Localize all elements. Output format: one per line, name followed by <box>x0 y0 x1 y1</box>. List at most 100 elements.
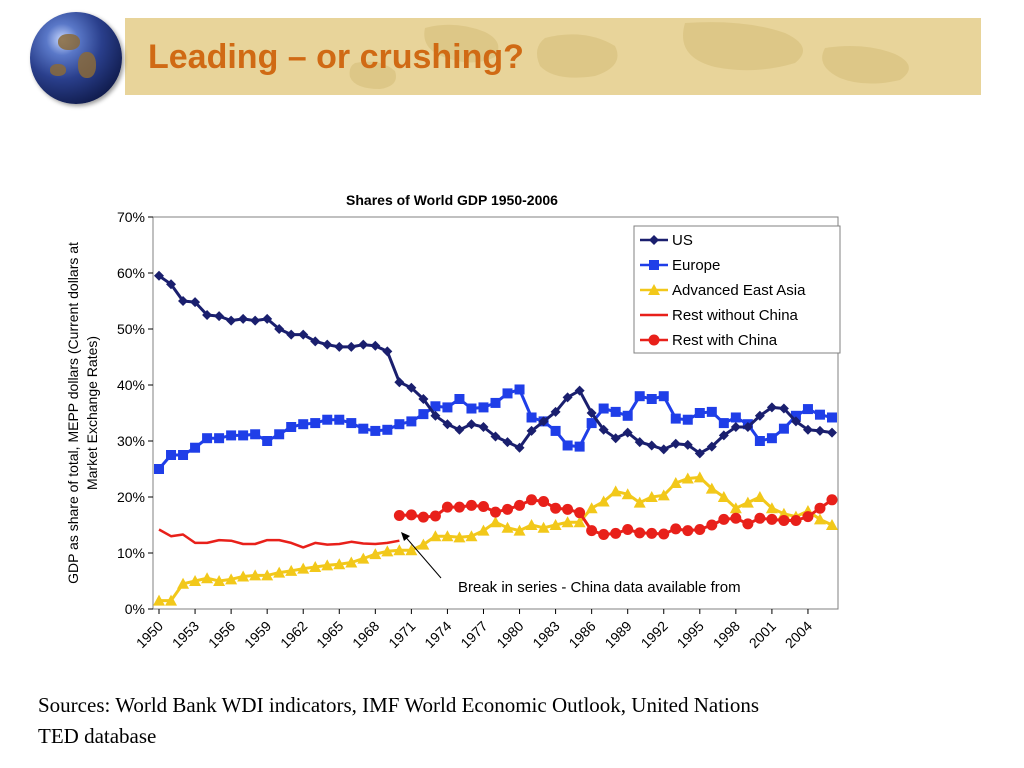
data-point <box>658 391 669 402</box>
y-tick-label: 70% <box>117 209 145 225</box>
data-point <box>681 472 694 484</box>
data-point <box>189 575 202 586</box>
data-point <box>694 523 706 535</box>
data-point <box>178 450 189 460</box>
data-point <box>622 427 633 438</box>
data-point <box>190 297 201 308</box>
data-point <box>574 385 585 396</box>
data-point <box>573 516 586 528</box>
data-point <box>478 422 489 432</box>
data-point <box>649 260 659 270</box>
data-point <box>202 433 213 444</box>
data-point <box>586 525 598 537</box>
legend-item: Advanced East Asia <box>640 282 806 299</box>
data-point <box>585 502 598 514</box>
x-tick-label: 1977 <box>457 618 490 651</box>
data-point <box>609 485 622 497</box>
data-point <box>694 408 705 418</box>
x-tick-label: 1950 <box>133 618 166 651</box>
x-tick-label: 1956 <box>205 618 238 651</box>
data-point <box>250 315 261 326</box>
data-point <box>657 489 670 501</box>
data-point <box>226 430 237 441</box>
legend-item: Rest without China <box>640 307 799 324</box>
data-point <box>525 519 538 530</box>
data-point <box>262 436 273 446</box>
data-point <box>538 416 549 427</box>
data-point <box>562 440 573 451</box>
data-point <box>814 425 825 436</box>
data-point <box>441 501 453 513</box>
data-point <box>298 419 309 430</box>
data-point <box>466 403 477 414</box>
data-point <box>478 402 489 413</box>
annotation-arrowhead <box>401 532 410 541</box>
data-point <box>825 519 838 530</box>
data-point <box>453 501 465 513</box>
data-point <box>214 433 225 444</box>
y-tick-label: 10% <box>117 545 145 561</box>
data-point <box>790 410 801 421</box>
legend: US Europe Advanced East Asia Rest without C… <box>633 225 841 354</box>
data-point <box>742 422 753 432</box>
x-tick-label: 1995 <box>674 618 707 651</box>
y-axis: 0% 10% 20% 30% 40% 50% 60% 70% <box>117 209 153 617</box>
data-point <box>718 418 729 429</box>
data-point <box>610 527 622 539</box>
data-point <box>562 392 573 403</box>
sources-note: Sources: World Bank WDI indicators, IMF … <box>38 693 760 748</box>
data-point <box>477 501 489 513</box>
series-us <box>154 270 837 459</box>
data-point <box>649 235 659 245</box>
data-point <box>262 313 273 324</box>
data-point <box>526 412 537 423</box>
data-point <box>202 310 213 320</box>
data-point <box>333 558 346 570</box>
data-point <box>153 594 166 606</box>
data-point <box>334 341 345 352</box>
data-point <box>429 530 442 542</box>
data-point <box>286 422 297 432</box>
data-point <box>442 402 453 413</box>
data-point <box>261 569 274 581</box>
data-point <box>706 519 718 531</box>
data-point <box>490 397 501 408</box>
data-point <box>621 488 634 500</box>
x-tick-label: 2001 <box>746 618 779 651</box>
data-point <box>646 527 658 539</box>
data-point <box>382 424 393 435</box>
data-point <box>430 410 441 421</box>
data-point <box>682 439 693 450</box>
y-axis-label-line: GDP as share of total, MEPP dollars (Cur… <box>65 242 81 584</box>
data-point <box>646 394 657 404</box>
y-tick-label: 40% <box>117 377 145 393</box>
data-point <box>549 519 562 530</box>
data-point <box>442 419 453 430</box>
data-point <box>670 438 681 449</box>
data-point <box>165 594 178 606</box>
data-point <box>538 495 550 507</box>
series-rest-without-china <box>158 528 400 549</box>
data-point <box>718 430 729 441</box>
legend-item: Europe <box>640 257 720 274</box>
data-point <box>405 509 417 521</box>
data-point <box>670 523 682 535</box>
data-point <box>310 336 321 347</box>
data-point <box>562 503 574 515</box>
data-point <box>489 516 502 528</box>
data-point <box>574 441 585 452</box>
data-point <box>166 279 177 290</box>
data-point <box>645 491 658 502</box>
data-point <box>753 491 766 502</box>
data-point <box>537 521 550 533</box>
data-point <box>754 410 765 421</box>
data-point <box>718 513 730 525</box>
data-point <box>405 544 418 556</box>
data-point <box>154 270 165 281</box>
data-point <box>550 425 561 436</box>
x-tick-label: 1992 <box>638 618 671 651</box>
data-point <box>693 471 706 483</box>
data-point <box>658 444 669 455</box>
data-point <box>514 384 525 395</box>
data-point <box>670 413 681 424</box>
